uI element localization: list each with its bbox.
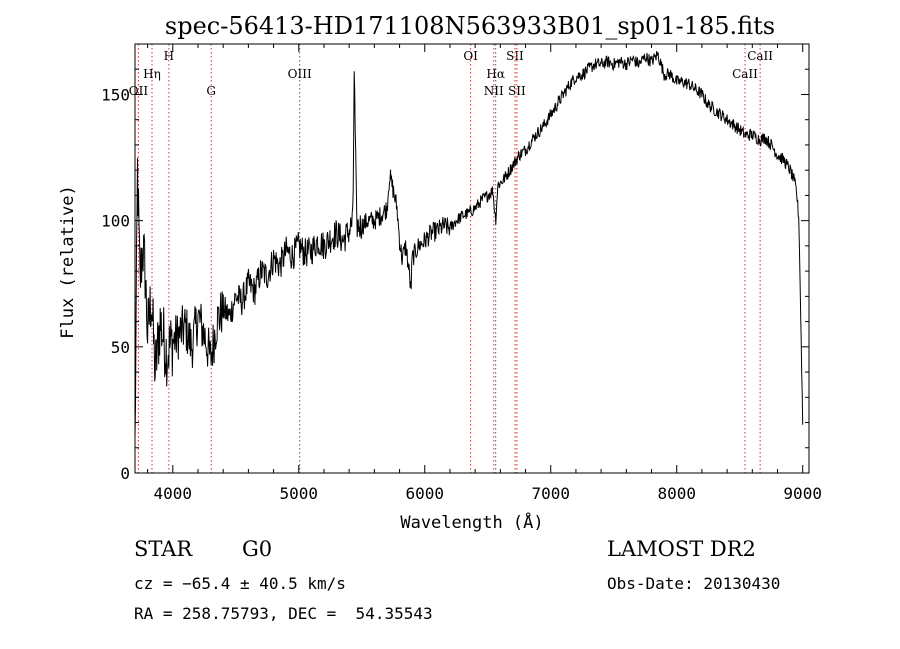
line-marker-label: OII bbox=[129, 84, 149, 98]
line-marker-label: Hη bbox=[143, 67, 161, 81]
x-tick-label: 5000 bbox=[280, 484, 319, 503]
line-marker-label: G bbox=[206, 84, 216, 98]
chart-title: spec-56413-HD171108N563933B01_sp01-185.f… bbox=[165, 12, 775, 40]
observation-date: Obs-Date: 20130430 bbox=[607, 574, 781, 593]
line-marker-label: Hα bbox=[486, 67, 505, 81]
x-tick-label: 8000 bbox=[657, 484, 696, 503]
y-tick-label: 150 bbox=[101, 85, 130, 104]
x-tick-label: 9000 bbox=[783, 484, 822, 503]
y-axis-label: Flux (relative) bbox=[58, 185, 78, 339]
x-axis-label: Wavelength (Å) bbox=[400, 511, 543, 533]
object-class: STAR bbox=[134, 537, 193, 561]
x-tick-label: 6000 bbox=[405, 484, 444, 503]
y-tick-label: 100 bbox=[101, 212, 130, 231]
x-tick-label: 4000 bbox=[154, 484, 193, 503]
y-axis: 0 50 100 150 bbox=[101, 68, 809, 483]
line-marker-label: CaII bbox=[747, 49, 773, 63]
redshift-readout: cz = −65.4 ± 40.5 km/s bbox=[134, 574, 346, 593]
line-marker-label: H bbox=[164, 49, 174, 63]
x-tick-label: 7000 bbox=[531, 484, 570, 503]
x-axis: 4000 5000 6000 7000 8000 9000 bbox=[147, 44, 822, 503]
survey-name: LAMOST DR2 bbox=[607, 537, 756, 561]
line-marker-label: NII bbox=[484, 84, 504, 98]
plot-frame bbox=[134, 43, 810, 474]
line-marker-label: SII bbox=[506, 49, 524, 63]
line-markers: OII HηH G OIII OI Hα NII SII SII CaII CaII bbox=[129, 44, 773, 473]
y-tick-label: 0 bbox=[120, 464, 130, 483]
line-marker-label: CaII bbox=[732, 67, 758, 81]
line-marker-label: OIII bbox=[288, 67, 312, 81]
line-marker-label: SII bbox=[508, 84, 526, 98]
spectrum-line bbox=[134, 51, 804, 437]
object-subclass: G0 bbox=[242, 537, 273, 561]
coordinates-readout: RA = 258.75793, DEC = 54.35543 bbox=[134, 604, 433, 623]
line-marker-label: OI bbox=[463, 49, 478, 63]
spectrum-series bbox=[134, 51, 804, 437]
y-tick-label: 50 bbox=[111, 338, 130, 357]
